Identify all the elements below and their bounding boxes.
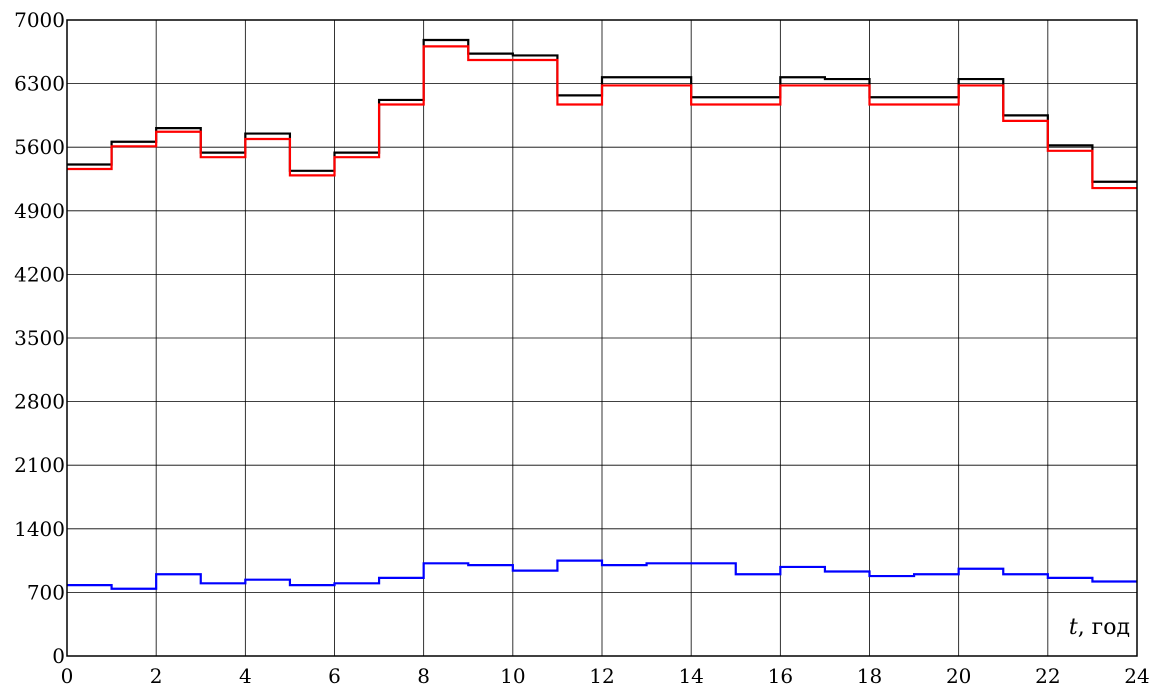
y-tick-label: 2100 bbox=[14, 453, 65, 477]
x-tick-label: 2 bbox=[150, 664, 163, 688]
x-tick-labels: 0 2 4 6 8 10 12 14 16 18 20 22 24 bbox=[61, 664, 1150, 688]
y-tick-label: 0 bbox=[52, 644, 65, 668]
x-tick-label: 24 bbox=[1124, 664, 1149, 688]
x-tick-label: 10 bbox=[500, 664, 525, 688]
y-tick-label: 700 bbox=[27, 580, 65, 604]
x-tick-label: 14 bbox=[678, 664, 703, 688]
series-line-2 bbox=[67, 45, 1137, 190]
x-axis-label-unit: , год bbox=[1078, 615, 1130, 640]
series-group bbox=[67, 38, 1137, 590]
x-axis-label: t, год bbox=[1069, 615, 1130, 640]
y-tick-label: 4200 bbox=[14, 262, 65, 286]
x-tick-label: 8 bbox=[417, 664, 430, 688]
x-tick-label: 12 bbox=[589, 664, 614, 688]
y-tick-label: 1400 bbox=[14, 517, 65, 541]
y-tick-label: 7000 bbox=[14, 8, 65, 32]
x-tick-label: 4 bbox=[239, 664, 252, 688]
y-tick-label: 4900 bbox=[14, 199, 65, 223]
x-tick-label: 20 bbox=[946, 664, 971, 688]
x-tick-label: 0 bbox=[61, 664, 74, 688]
y-tick-label: 2800 bbox=[14, 390, 65, 414]
x-tick-label: 16 bbox=[768, 664, 793, 688]
grid bbox=[66, 19, 1138, 657]
y-tick-label: 5600 bbox=[14, 135, 65, 159]
x-axis-label-var: t bbox=[1069, 615, 1078, 640]
y-tick-label: 6300 bbox=[14, 72, 65, 96]
series-line-3 bbox=[67, 559, 1137, 590]
y-tick-label: 3500 bbox=[14, 326, 65, 350]
x-tick-label: 6 bbox=[328, 664, 341, 688]
x-tick-label: 22 bbox=[1035, 664, 1060, 688]
x-axis-label-background bbox=[1052, 608, 1134, 644]
plot-frame bbox=[66, 19, 1138, 657]
x-tick-label: 18 bbox=[857, 664, 882, 688]
y-tick-labels: 0 700 1400 2100 2800 3500 4200 4900 5600 6300 7000 bbox=[14, 8, 65, 668]
